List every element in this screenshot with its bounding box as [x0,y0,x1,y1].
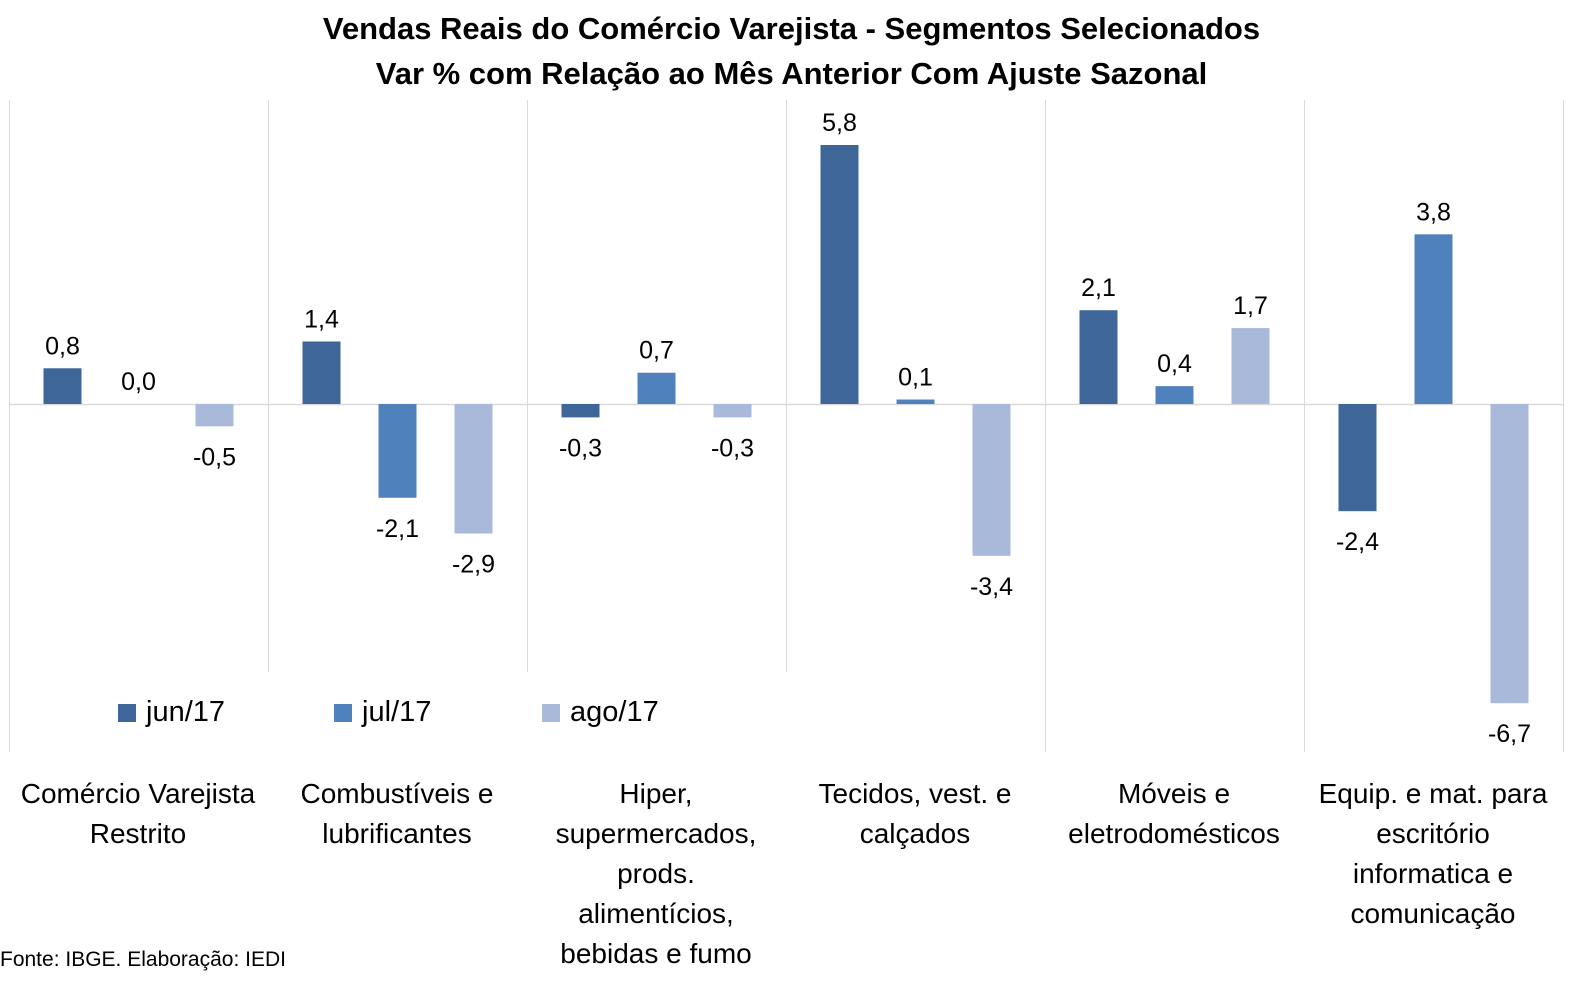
bar-jun17-3 [820,145,859,404]
bar-jul17-5 [1414,234,1453,404]
category-label-line: comunicação [1350,898,1516,929]
legend-label: jul/17 [362,696,432,728]
legend-swatch [542,704,560,722]
category-label-line: escritório [1376,818,1490,849]
data-label: -6,7 [1488,720,1531,748]
data-label: -0,5 [193,443,236,471]
data-label: 5,8 [822,109,857,137]
category-label: Comércio Varejista Restrito [9,774,267,854]
bar-jun17-5 [1338,404,1377,512]
data-label: 0,4 [1157,350,1192,378]
category-label-line: Móveis e [1117,778,1231,809]
chart-title: Vendas Reais do Comércio Varejista - Seg… [0,6,1583,96]
category-label-line: prods. [617,858,695,889]
data-label: 0,0 [121,368,156,396]
data-label: 3,8 [1416,198,1451,226]
source-note: Fonte: IBGE. Elaboração: IEDI [0,948,286,971]
category-label-line: eletrodomésticos [1068,818,1280,849]
data-label: -0,3 [711,434,754,462]
category-label-line: Comércio Varejista [20,778,256,809]
legend-label: ago/17 [570,696,659,728]
category-label-line: Equip. e mat. para [1318,778,1548,809]
data-label: -2,4 [1336,528,1379,556]
bar-jun17-0 [43,368,82,404]
bar-jun17-4 [1079,310,1118,404]
data-label: -3,4 [970,573,1013,601]
bar-ago17-5 [1490,404,1529,704]
bar-jun17-1 [302,341,341,404]
bar-ago17-0 [195,404,234,427]
data-label: -2,9 [452,551,495,579]
data-label: 1,7 [1233,292,1268,320]
chart-title-line2: Var % com Relação ao Mês Anterior Com Aj… [375,56,1208,91]
legend-swatch [334,704,352,722]
data-label: 0,8 [45,332,80,360]
category-label-line: alimentícios, [578,898,734,929]
data-label: 0,7 [639,337,674,365]
category-label-line: calçados [859,818,971,849]
category-label-line: informatica e [1352,858,1514,889]
chart-title-line1: Vendas Reais do Comércio Varejista - Seg… [322,11,1261,46]
category-label: Hiper, supermercados, prods. alimentícios, b… [527,774,785,974]
data-label: 2,1 [1081,274,1116,302]
bar-ago17-1 [454,404,493,534]
legend-label: jun/17 [146,696,226,728]
category-label-line: Tecidos, vest. e [818,778,1012,809]
bar-ago17-4 [1231,328,1270,404]
category-label-line: Combustíveis e [300,778,494,809]
category-label-line: lubrificantes [322,818,472,849]
bar-ago17-3 [972,404,1011,556]
legend-swatch [118,704,136,722]
category-label: Equip. e mat. para escritório informatica … [1304,774,1562,934]
category-label: Tecidos, vest. e calçados [786,774,1044,854]
data-label: -0,3 [559,434,602,462]
bar-ago17-2 [713,404,752,418]
data-label: -2,1 [376,515,419,543]
category-label: Móveis e eletrodomésticos [1045,774,1303,854]
category-label-line: Restrito [89,818,187,849]
category-label-line: bebidas e fumo [560,938,752,969]
category-label: Combustíveis e lubrificantes [268,774,526,854]
bar-jul17-3 [896,399,935,404]
bar-jul17-2 [637,372,676,404]
bar-jul17-1 [378,404,417,498]
bar-jul17-4 [1155,386,1194,404]
bar-jun17-2 [561,404,600,418]
data-label: 0,1 [898,364,933,392]
data-label: 1,4 [304,305,339,333]
category-label-line: supermercados, [555,818,757,849]
category-label-line: Hiper, [619,778,693,809]
